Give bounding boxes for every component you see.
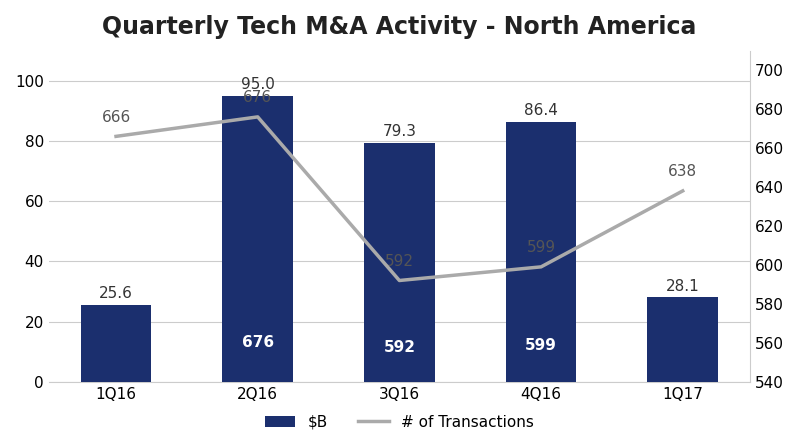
Legend: $B, # of Transactions: $B, # of Transactions	[259, 409, 540, 436]
Text: 79.3: 79.3	[383, 125, 416, 139]
Bar	[81, 305, 152, 382]
Text: 676: 676	[241, 335, 274, 350]
Bar	[647, 297, 718, 382]
Text: 676: 676	[243, 90, 272, 105]
Text: 86.4: 86.4	[524, 103, 558, 118]
Bar	[222, 96, 293, 382]
Bar	[364, 143, 435, 382]
Text: 95.0: 95.0	[240, 77, 275, 92]
Text: 599: 599	[525, 338, 557, 353]
Text: 592: 592	[384, 340, 415, 355]
Bar	[506, 122, 576, 382]
Text: 599: 599	[527, 240, 555, 255]
Title: Quarterly Tech M&A Activity - North America: Quarterly Tech M&A Activity - North Amer…	[102, 15, 697, 39]
Text: 28.1: 28.1	[666, 279, 700, 293]
Text: 666: 666	[101, 110, 131, 125]
Text: 638: 638	[668, 164, 698, 179]
Text: 25.6: 25.6	[99, 286, 133, 301]
Text: 592: 592	[385, 254, 414, 269]
